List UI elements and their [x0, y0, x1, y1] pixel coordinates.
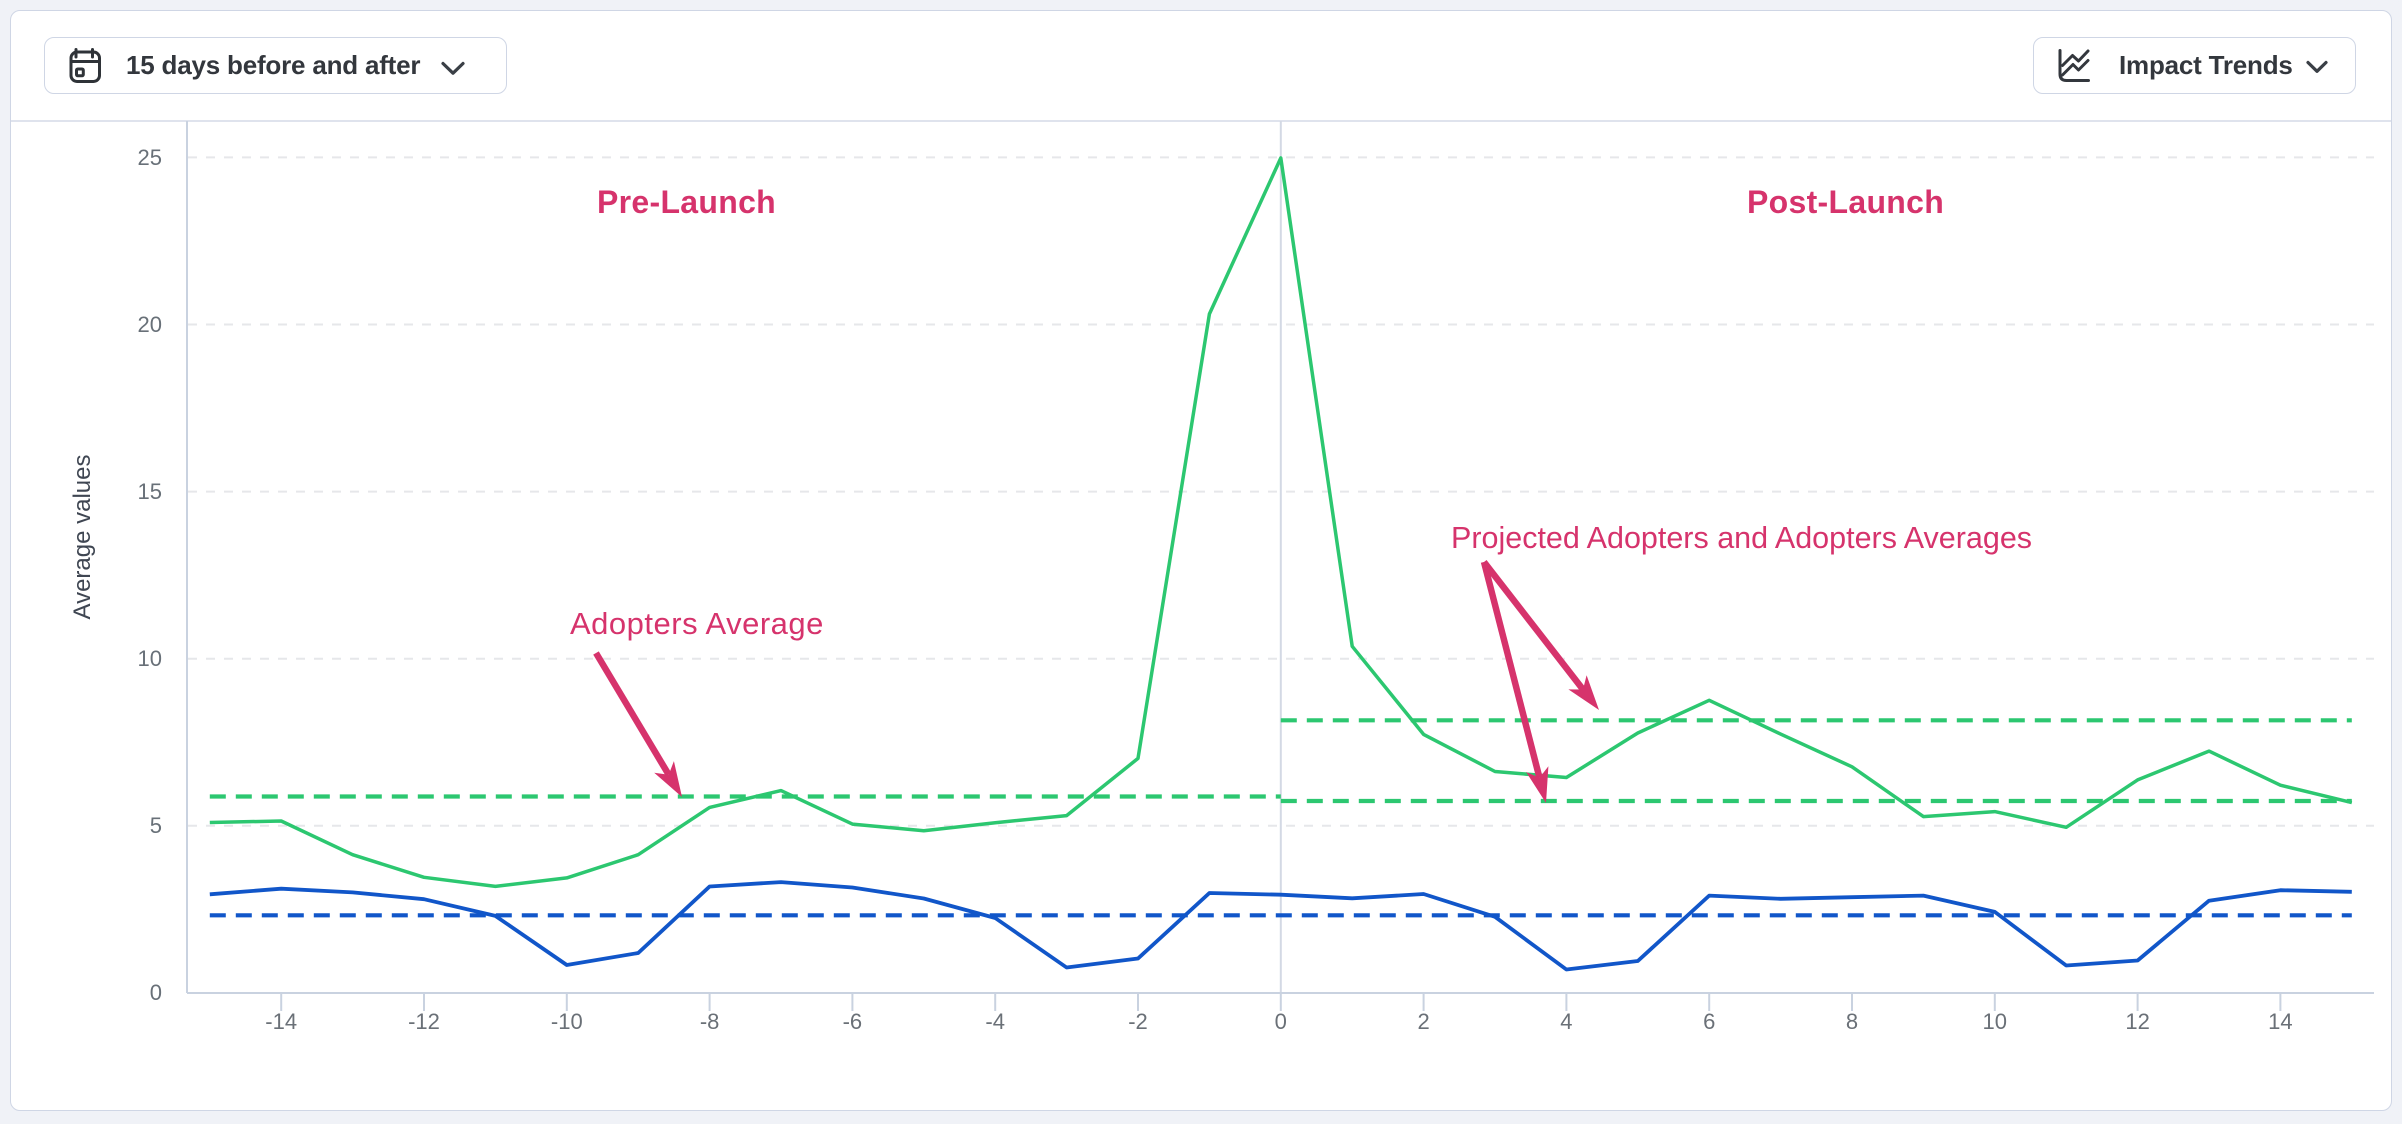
svg-text:5: 5	[150, 813, 162, 838]
svg-text:-10: -10	[551, 1009, 583, 1034]
svg-text:4: 4	[1560, 1009, 1572, 1034]
svg-text:0: 0	[1275, 1009, 1287, 1034]
svg-text:Adopters Average: Adopters Average	[570, 606, 824, 641]
svg-text:Post-Launch: Post-Launch	[1747, 184, 1944, 220]
svg-text:12: 12	[2125, 1009, 2149, 1034]
svg-text:10: 10	[138, 646, 162, 671]
svg-text:6: 6	[1703, 1009, 1715, 1034]
svg-text:-14: -14	[265, 1009, 297, 1034]
svg-text:25: 25	[138, 145, 162, 170]
svg-text:Average values: Average values	[69, 455, 96, 620]
svg-text:20: 20	[138, 312, 162, 337]
svg-text:8: 8	[1846, 1009, 1858, 1034]
svg-text:-8: -8	[700, 1009, 720, 1034]
svg-text:Projected Adopters and Adopter: Projected Adopters and Adopters Averages	[1451, 521, 2032, 555]
svg-text:-4: -4	[985, 1009, 1005, 1034]
svg-text:14: 14	[2268, 1009, 2292, 1034]
svg-text:Pre-Launch: Pre-Launch	[597, 184, 776, 220]
svg-text:10: 10	[1983, 1009, 2007, 1034]
svg-text:0: 0	[150, 980, 162, 1005]
svg-text:-6: -6	[843, 1009, 863, 1034]
svg-text:15: 15	[138, 479, 162, 504]
svg-text:-2: -2	[1128, 1009, 1148, 1034]
svg-text:2: 2	[1417, 1009, 1429, 1034]
svg-text:-12: -12	[408, 1009, 440, 1034]
